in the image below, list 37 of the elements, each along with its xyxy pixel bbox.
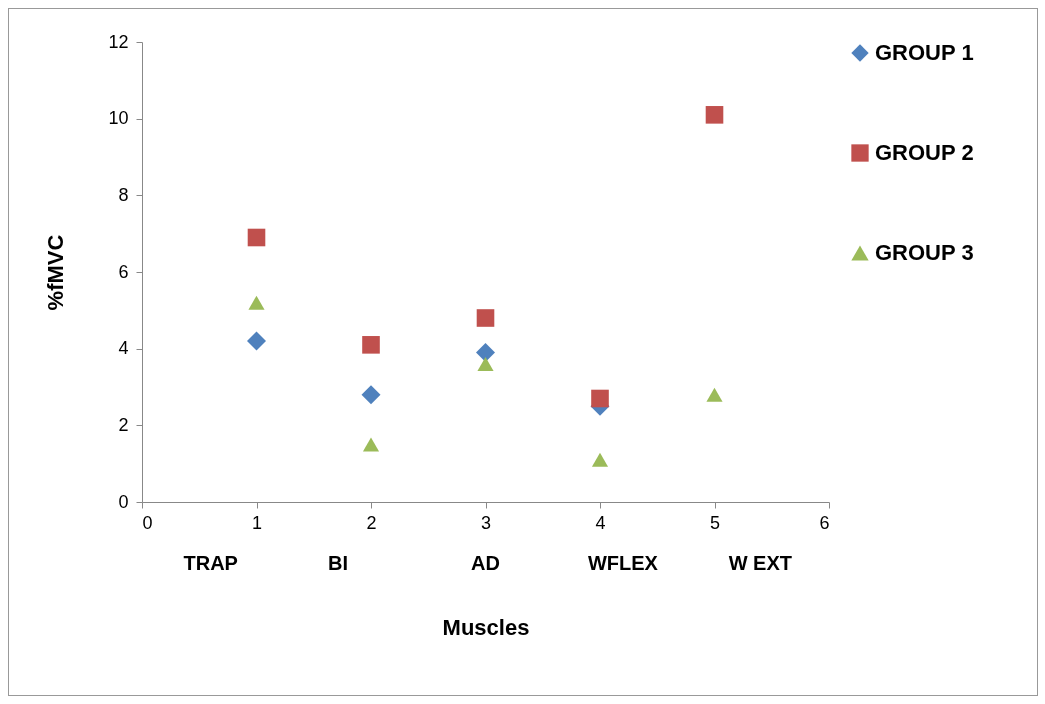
y-tick-label: 0 (118, 491, 129, 512)
x-tick-label: 5 (709, 512, 721, 533)
point (362, 336, 380, 354)
legend-label: GROUP 3 (875, 240, 974, 265)
x-tick-label: 0 (142, 512, 153, 533)
x-tick-label: 2 (366, 512, 377, 533)
point (247, 228, 266, 247)
text: W EXT (728, 552, 792, 574)
point (476, 343, 495, 362)
x-axis-title: Muscles (442, 614, 530, 640)
legend-label: GROUP 2 (875, 140, 974, 165)
y-tick-label: 12 (108, 31, 129, 52)
point (476, 309, 495, 327)
y-tick-label: 2 (118, 414, 129, 435)
point (362, 437, 380, 452)
text: TRAP (183, 552, 238, 574)
y-tick-label: 10 (108, 108, 129, 129)
point (477, 357, 494, 371)
text: AD (471, 552, 500, 574)
y-axis-title: %fMVC (43, 234, 69, 311)
point (248, 295, 265, 310)
point (361, 385, 381, 405)
text: WFLEX (587, 552, 659, 574)
y-tick-label: 4 (118, 338, 129, 359)
point (706, 387, 723, 402)
text: BI (328, 552, 349, 574)
x-tick-label: 3 (480, 512, 492, 533)
point (591, 389, 609, 408)
y-tick-label: 8 (118, 184, 129, 205)
legend-label: GROUP 1 (875, 40, 974, 65)
point (247, 331, 266, 351)
x-tick-label: 6 (819, 512, 830, 533)
point (591, 452, 609, 467)
point (705, 106, 724, 124)
x-tick-label: 4 (595, 512, 606, 533)
x-tick-label: 1 (251, 512, 263, 533)
y-tick-label: 6 (118, 261, 129, 282)
